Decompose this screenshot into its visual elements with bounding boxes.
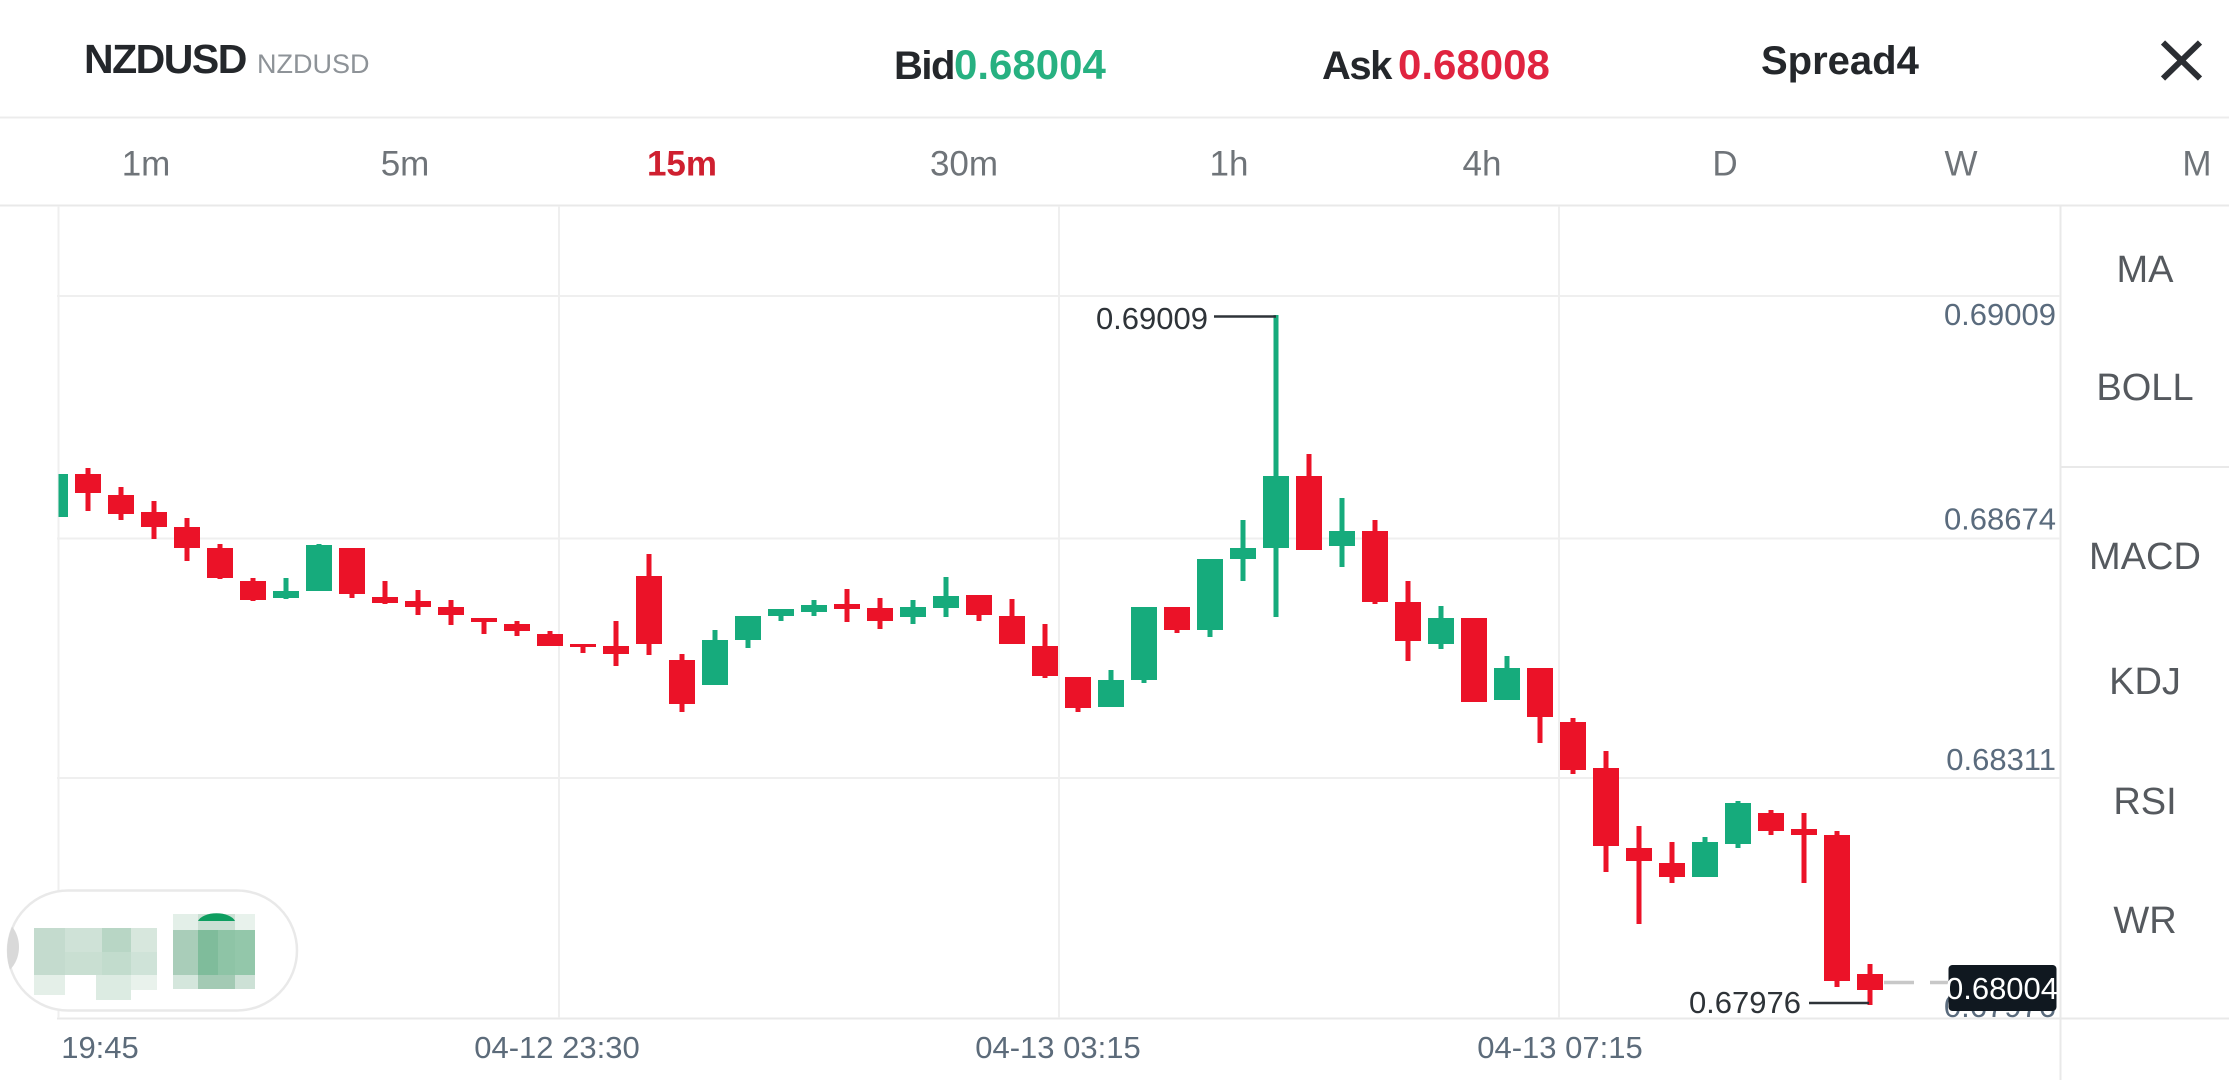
svg-text:0.68004: 0.68004 [1946, 971, 2058, 1006]
svg-text:0.68311: 0.68311 [1946, 742, 2056, 777]
svg-text:RSI: RSI [2113, 781, 2176, 823]
svg-text:0.67976: 0.67976 [1689, 985, 1801, 1020]
svg-text:19:45: 19:45 [61, 1030, 139, 1065]
svg-text:0.68674: 0.68674 [1944, 502, 2056, 537]
svg-text:MA: MA [2117, 249, 2175, 291]
svg-text:MACD: MACD [2089, 536, 2201, 578]
svg-text:KDJ: KDJ [2109, 661, 2181, 703]
svg-text:04-13 07:15: 04-13 07:15 [1477, 1030, 1642, 1065]
svg-text:04-13 03:15: 04-13 03:15 [975, 1030, 1140, 1065]
svg-text:0.69009: 0.69009 [1096, 301, 1208, 336]
svg-text:WR: WR [2113, 900, 2176, 942]
svg-text:0.69009: 0.69009 [1944, 297, 2056, 332]
svg-text:BOLL: BOLL [2096, 367, 2193, 409]
svg-text:04-12 23:30: 04-12 23:30 [474, 1030, 639, 1065]
